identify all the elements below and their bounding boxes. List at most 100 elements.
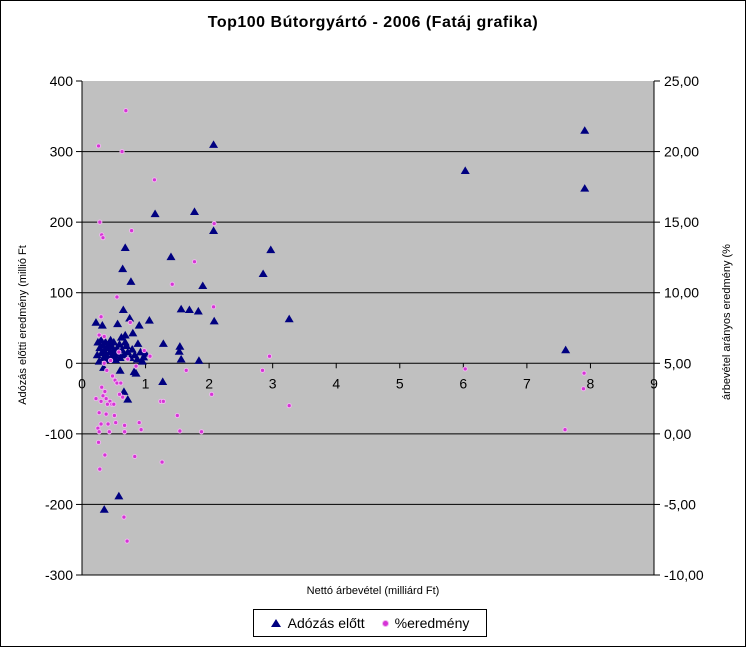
x-tick-label: 6 [459,375,467,391]
data-point-eredmeny [133,363,139,369]
data-point-adozas-elott [176,304,186,313]
data-point-eredmeny [109,373,116,379]
data-point-eredmeny [462,366,468,372]
data-point-adozas-elott [134,320,144,329]
data-point-eredmeny [111,412,118,419]
data-point-adozas-elott [99,505,109,513]
y-right-tick-label: 20,00 [664,144,699,160]
data-point-eredmeny [98,421,104,427]
data-point-eredmeny [105,421,111,427]
data-point-eredmeny [151,177,158,183]
x-tick-label: 5 [396,375,404,391]
data-point-eredmeny [100,393,106,399]
data-point-eredmeny [141,347,147,354]
y-right-tick-label: -5,00 [664,496,696,512]
data-point-eredmeny [124,538,130,544]
data-point-eredmeny [128,228,135,234]
data-point-eredmeny [100,235,106,241]
data-point-adozas-elott [113,319,123,328]
x-tick-label: 4 [332,375,340,391]
data-point-eredmeny [97,466,103,472]
plot-background [82,81,654,575]
data-point-adozas-elott [118,305,128,314]
data-point-eredmeny [113,419,119,426]
data-point-adozas-elott [107,342,117,350]
data-point-eredmeny [177,428,183,434]
data-point-adozas-elott [158,339,168,347]
data-point-adozas-elott [580,126,590,134]
legend-label-adozas-elott: Adózás előtt [287,615,365,631]
x-tick-label: 8 [587,375,595,391]
data-point-adozas-elott [580,184,590,192]
data-point-adozas-elott [94,356,104,365]
data-point-adozas-elott [193,306,203,315]
data-point-eredmeny [121,429,128,435]
y-left-tick-label: 300 [50,144,74,160]
data-point-adozas-elott [194,356,204,364]
data-point-eredmeny [101,360,107,366]
data-point-adozas-elott [175,342,185,350]
y-right-axis-title: árbevétel arányos eredmény (% [721,244,733,400]
data-point-eredmeny [174,412,180,419]
data-point-adozas-elott [123,347,133,356]
x-tick-label: 1 [142,375,150,391]
data-point-eredmeny [183,367,189,373]
data-point-adozas-elott [166,252,176,261]
data-point-adozas-elott [115,366,125,374]
data-point-eredmeny [102,388,108,395]
data-point-eredmeny [103,411,109,417]
data-point-eredmeny [127,319,133,325]
y-left-axis-title: Adózás előtti eredmény (millió Ft [17,245,29,405]
data-point-adozas-elott [114,340,124,348]
data-point-eredmeny [98,398,104,404]
y-left-tick-label: 100 [50,285,74,301]
data-point-adozas-elott [129,367,139,376]
y-left-tick-label: -300 [45,567,73,583]
data-point-eredmeny [106,429,112,435]
data-point-adozas-elott [158,377,168,386]
data-point-adozas-elott [174,347,184,355]
data-point-eredmeny [93,395,99,402]
x-tick-label: 2 [205,375,213,391]
data-point-eredmeny [121,514,127,520]
triangle-marker-icon [270,619,281,627]
chart-title: Top100 Bútorgyártó - 2006 (Fatáj grafika… [207,14,539,31]
data-point-adozas-elott [114,491,124,500]
data-point-eredmeny [160,398,166,404]
legend-entry-adozas-elott: Adózás előtt [270,615,365,631]
data-point-adozas-elott [266,245,276,254]
data-point-eredmeny [101,333,107,340]
data-point-eredmeny [95,143,102,149]
data-point-eredmeny [125,356,131,362]
data-point-eredmeny [580,386,587,392]
y-right-tick-label: 10,00 [664,285,699,301]
y-right-tick-label: -10,00 [664,567,704,583]
data-point-adozas-elott [128,328,138,337]
legend-label-eredmeny: %eredmény [394,615,470,631]
data-point-eredmeny [104,367,110,373]
data-point-adozas-elott [189,207,199,215]
data-point-adozas-elott [184,305,194,314]
data-point-eredmeny [116,349,122,355]
data-point-adozas-elott [284,314,294,323]
data-point-eredmeny [120,394,126,400]
data-point-adozas-elott [176,354,186,363]
legend-entry-eredmeny: %eredmény [382,615,470,631]
data-point-adozas-elott [209,140,219,148]
x-tick-label: 7 [523,375,531,391]
data-point-eredmeny [96,332,102,338]
data-point-adozas-elott [121,341,131,350]
data-point-adozas-elott [116,332,126,341]
data-point-eredmeny [95,439,102,445]
data-point-eredmeny [104,401,111,407]
data-point-adozas-elott [109,337,119,346]
data-point-adozas-elott [120,330,130,339]
data-point-eredmeny [191,259,198,265]
data-point-adozas-elott [460,166,470,175]
data-point-adozas-elott [561,345,571,354]
data-point-eredmeny [211,220,217,227]
x-axis-title: Nettó árbevétel (milliárd Ft) [306,585,440,597]
data-point-eredmeny [210,304,217,310]
